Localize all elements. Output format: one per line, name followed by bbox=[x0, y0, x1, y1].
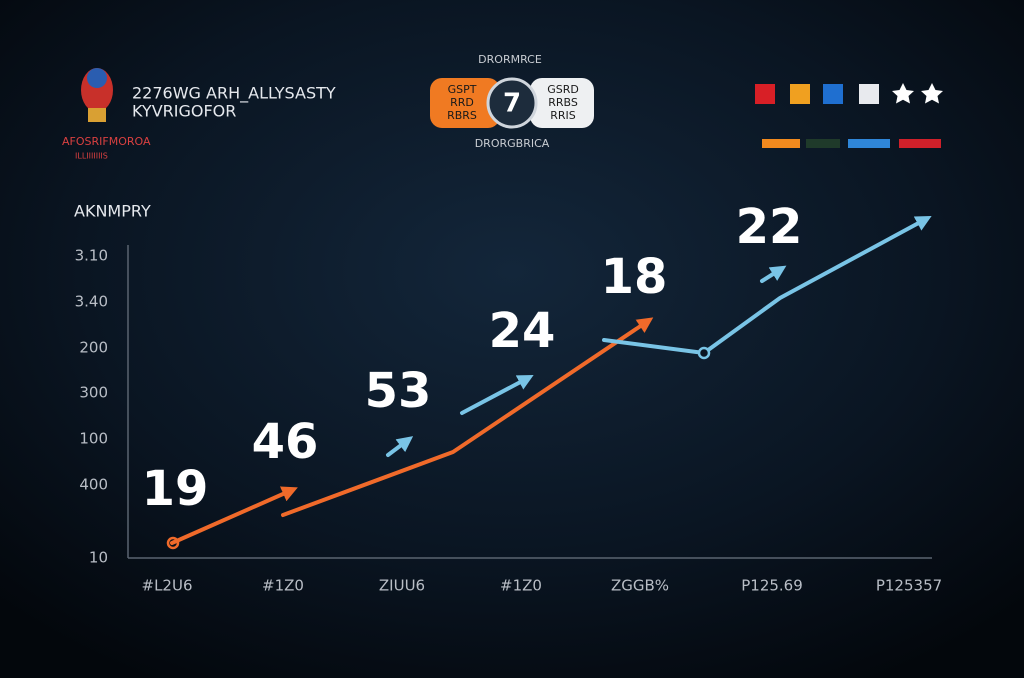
point-label: 24 bbox=[489, 303, 556, 359]
right-line: RRBS bbox=[548, 96, 578, 109]
y-label: 200 bbox=[79, 339, 108, 357]
point-label: 22 bbox=[736, 199, 803, 255]
x-label: #1Z0 bbox=[262, 577, 304, 595]
right-line: GSRD bbox=[547, 83, 579, 96]
logo-text: AFOSRIFMOROA bbox=[62, 135, 151, 148]
x-label: #1Z0 bbox=[500, 577, 542, 595]
header-title: 2276WG ARH_ALLYSASTY bbox=[132, 84, 336, 104]
y-label: 3.10 bbox=[75, 247, 108, 265]
right-line: RRIS bbox=[550, 109, 576, 122]
x-label: ZIUU6 bbox=[379, 577, 425, 595]
left-line: RBRS bbox=[447, 109, 477, 122]
left-box bbox=[430, 78, 500, 128]
match-top: DRORMRCE bbox=[478, 53, 542, 66]
point-label: 46 bbox=[252, 414, 319, 470]
x-label: P125.69 bbox=[741, 577, 803, 595]
match-center: 7 bbox=[503, 89, 521, 119]
y-label: 10 bbox=[89, 549, 108, 567]
x-label: P125357 bbox=[876, 577, 942, 595]
left-line: RRD bbox=[450, 96, 474, 109]
point-label: 18 bbox=[601, 249, 668, 305]
y-label: 3.40 bbox=[75, 293, 108, 311]
chart-title: AKNMPRY bbox=[74, 202, 151, 221]
y-label: 400 bbox=[79, 476, 108, 494]
match-bottom: DRORGBRICA bbox=[475, 137, 550, 150]
point-label: 19 bbox=[142, 461, 209, 517]
right-box bbox=[530, 78, 594, 128]
x-label: #L2U6 bbox=[142, 577, 193, 595]
header-subtitle: KYVRIGOFOR bbox=[132, 102, 236, 121]
center-badge bbox=[486, 77, 538, 129]
y-label: 100 bbox=[79, 430, 108, 448]
y-label: 300 bbox=[79, 384, 108, 402]
logo-subtext: ILLIIIIIIIS bbox=[75, 152, 108, 161]
left-line: GSPT bbox=[448, 83, 477, 96]
icons bbox=[755, 83, 943, 148]
lines bbox=[166, 215, 932, 550]
point-label: 53 bbox=[365, 363, 432, 419]
x-label: ZGGB% bbox=[611, 577, 669, 595]
logo bbox=[81, 68, 113, 122]
